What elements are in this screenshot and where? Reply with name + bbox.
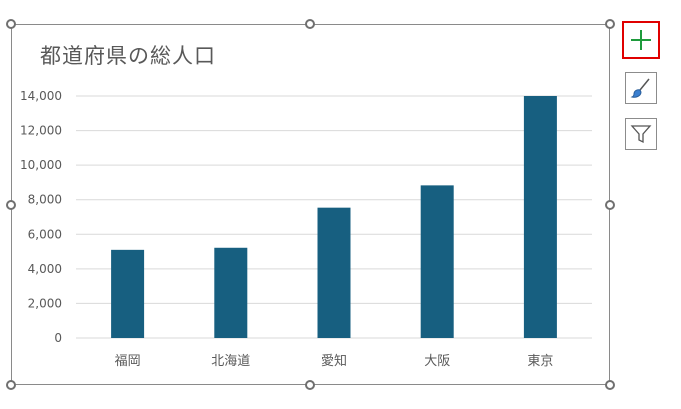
y-tick-label: 14,000 (20, 89, 62, 103)
bar-4[interactable] (420, 185, 454, 338)
resize-handle-bottom-center[interactable] (305, 380, 315, 390)
y-tick-label: 12,000 (20, 124, 62, 138)
y-tick-label: 0 (54, 331, 62, 345)
y-tick-label: 2,000 (28, 296, 62, 310)
resize-handle-bottom-right[interactable] (605, 380, 615, 390)
x-tick-label: 愛知 (321, 353, 347, 369)
y-tick-label: 10,000 (20, 158, 62, 172)
x-tick-label: 東京 (527, 353, 553, 369)
resize-handle-middle-left[interactable] (6, 200, 16, 210)
chart-filters-button[interactable] (625, 118, 657, 150)
x-tick-label: 福岡 (115, 354, 141, 369)
resize-handle-middle-right[interactable] (605, 200, 615, 210)
chart-styles-button[interactable] (625, 72, 657, 104)
bar-1[interactable] (111, 249, 145, 338)
resize-handle-top-left[interactable] (6, 19, 16, 29)
resize-handle-top-center[interactable] (305, 19, 315, 29)
chart-title[interactable]: 都道府県の総人口 (40, 44, 216, 68)
plus-icon (631, 30, 651, 50)
chart-elements-button[interactable] (622, 21, 660, 59)
resize-handle-top-right[interactable] (605, 19, 615, 29)
x-tick-label: 北海道 (211, 354, 250, 369)
funnel-icon (630, 125, 652, 144)
bar-5[interactable] (523, 96, 557, 338)
bar-3[interactable] (317, 207, 351, 338)
y-tick-label: 8,000 (28, 193, 62, 207)
y-tick-label: 6,000 (28, 227, 62, 241)
brush-icon (630, 78, 650, 98)
resize-handle-bottom-left[interactable] (6, 380, 16, 390)
x-tick-label: 大阪 (424, 354, 450, 369)
y-tick-label: 4,000 (28, 262, 62, 276)
bar-2[interactable] (214, 247, 248, 338)
chart-area[interactable] (11, 24, 610, 385)
